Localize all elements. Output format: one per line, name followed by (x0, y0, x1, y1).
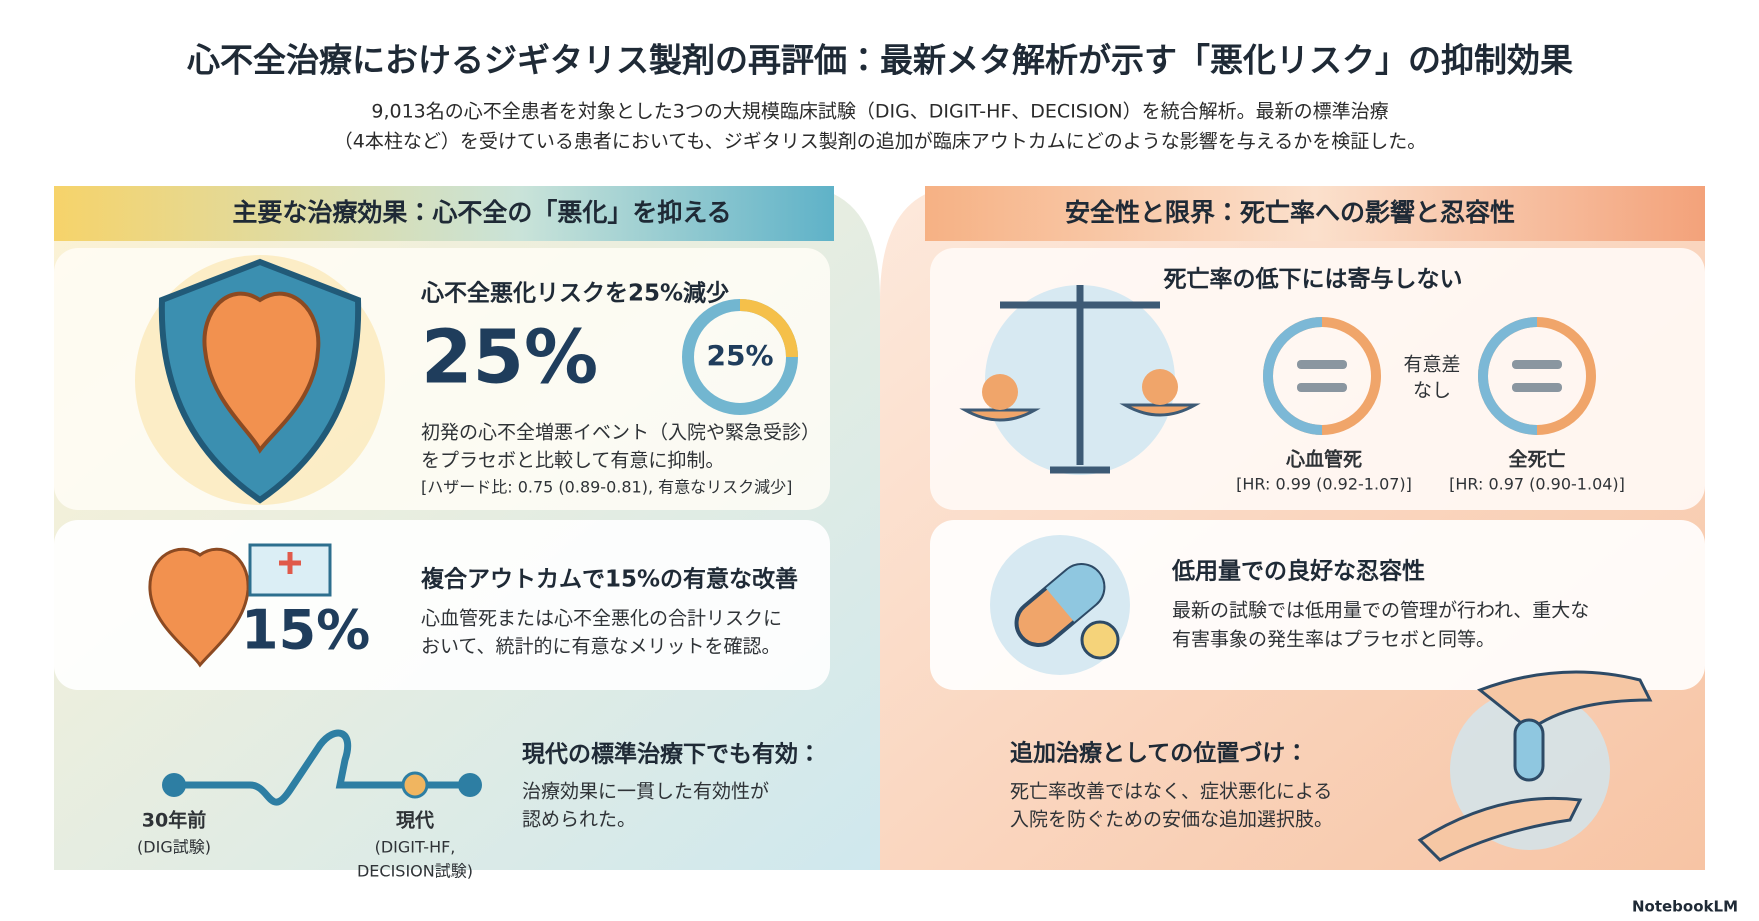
risk-body: 初発の心不全増悪イベント（入院や緊急受診） (421, 422, 820, 444)
mortality-title: 死亡率の低下には寄与しない (1164, 266, 1463, 293)
equals (1297, 360, 1347, 369)
title: 心不全治療におけるジギタリス製剤の再評価：最新メタ解析が示す「悪化リスク」の抑制… (187, 41, 1573, 80)
heart-icon (202, 291, 321, 454)
pill (1513, 718, 1545, 782)
node (401, 771, 429, 799)
right-band (925, 186, 1705, 241)
cross (279, 552, 301, 574)
card (54, 520, 830, 690)
composite-big: 15% (241, 599, 370, 662)
equals (1297, 383, 1347, 392)
scale-icon (1000, 285, 1160, 474)
past-trial: (DIG試験) (137, 838, 211, 857)
composite-title: 複合アウトカムで15%の有意な改善 (421, 566, 798, 593)
timeline (174, 729, 470, 806)
outcome-label: 全死亡 (1508, 448, 1565, 471)
modern-title: 現代の標準治療下でも有効： (522, 741, 821, 768)
position-body: 入院を防ぐための安価な追加選択肢。 (1010, 809, 1333, 831)
left-heading: 主要な治療効果：心不全の「悪化」を抑える (232, 198, 731, 227)
risk-title: 心不全悪化リスクを25%減少 (420, 281, 729, 307)
composite-body: おいて、統計的に有意なメリットを確認。 (421, 636, 780, 658)
ring-segment (1478, 317, 1538, 435)
weight (1142, 369, 1178, 405)
now-label: 現代 (396, 810, 434, 832)
modern-body: 認められた。 (522, 809, 636, 831)
ring-segment (739, 299, 798, 358)
risk-note: [ハザード比: 0.75 (0.89-0.81), 有意なリスク減少] (421, 478, 792, 497)
position-body: 死亡率改善ではなく、症状悪化による (1010, 781, 1332, 803)
tolerability-body: 有害事象の発生率はプラセボと同等。 (1172, 629, 1495, 651)
difference: なし (1413, 380, 1451, 402)
subtitle: 9,013名の心不全患者を対象とした3つの大規模臨床試験（DIG、DIGIT-H… (371, 101, 1388, 123)
outcome-label: 心血管死 (1285, 448, 1362, 471)
outcome-hr: [HR: 0.99 (0.92-1.07)] (1236, 475, 1412, 494)
position-title: 追加治療としての位置づけ： (1010, 740, 1308, 767)
equals (1512, 360, 1562, 369)
past-label: 30年前 (142, 809, 206, 832)
hand (1477, 670, 1653, 732)
ring-cv (1263, 317, 1381, 435)
ring-all (1478, 317, 1596, 435)
outcome-hr: [HR: 0.97 (0.90-1.04)] (1449, 475, 1625, 494)
card (930, 520, 1705, 690)
difference: 有意差 (1403, 354, 1460, 376)
scale-pans (959, 403, 1201, 422)
tolerability-title: 低用量での良好な忍容性 (1171, 558, 1425, 585)
now-trial: DECISION試験) (357, 862, 473, 881)
composite-body: 心血管死または心不全悪化の合計リスクに (421, 608, 782, 630)
heart-icon (148, 547, 250, 668)
pill-icon (1014, 563, 1106, 647)
risk-big: 25% (421, 315, 598, 401)
modern-body: 治療効果に一貫した有効性が (522, 781, 769, 803)
pill-half (1045, 565, 1104, 622)
subtitle: （4本柱など）を受けている患者においても、ジギタリス製剤の追加が臨床アウトカムに… (334, 131, 1426, 153)
risk-body: をプラセボと比較して有意に抑制。 (421, 450, 724, 472)
equals (1512, 383, 1562, 392)
weight (982, 374, 1018, 410)
clock (1080, 620, 1120, 660)
now-trial: (DIGIT-HF, (375, 838, 456, 857)
tolerability-body: 最新の試験では低用量での管理が行われ、重大な (1172, 600, 1589, 622)
hand (1417, 796, 1583, 862)
right-heading: 安全性と限界：死亡率への影響と忍容性 (1065, 198, 1515, 227)
left-band (54, 186, 834, 241)
node (162, 773, 186, 797)
brand: NotebookLM (1632, 898, 1738, 916)
ring-segment (1263, 317, 1323, 435)
ring-label: 25% (706, 339, 773, 372)
node (458, 773, 482, 797)
